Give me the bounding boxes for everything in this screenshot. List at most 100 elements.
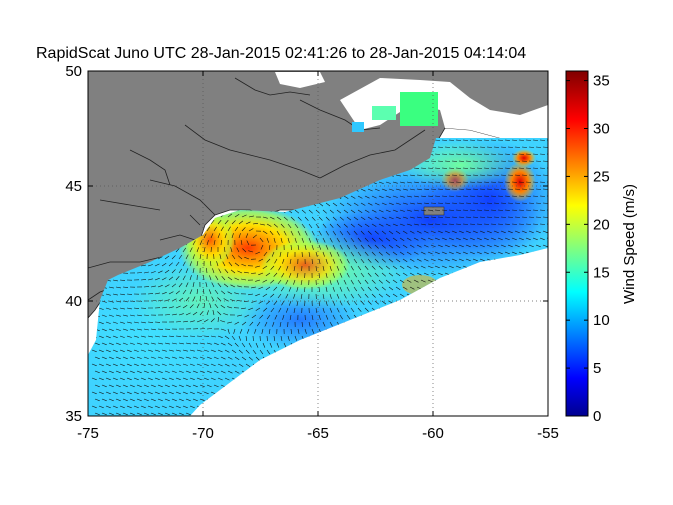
wind-vector xyxy=(244,256,250,260)
wind-vector xyxy=(192,356,198,359)
wind-vector xyxy=(119,279,126,281)
wind-vector xyxy=(283,216,288,221)
wind-vector xyxy=(486,244,492,248)
wind-vector xyxy=(490,153,497,155)
wind-vector xyxy=(518,181,525,183)
wind-vector xyxy=(164,255,170,260)
wind-vector xyxy=(157,256,163,260)
wind-vector xyxy=(136,370,142,374)
wind-vector xyxy=(258,286,264,290)
x-tick-label: -55 xyxy=(537,425,559,442)
wind-vector xyxy=(238,233,241,239)
wind-vector xyxy=(448,195,455,197)
wind-vector xyxy=(244,271,250,274)
wind-vector xyxy=(129,328,135,331)
wind-vector xyxy=(126,377,132,381)
wind-vector xyxy=(196,319,202,323)
wind-vector xyxy=(182,261,186,267)
wind-vector xyxy=(294,209,300,214)
wind-vector xyxy=(129,398,135,402)
wind-vector xyxy=(462,223,469,225)
wind-vector xyxy=(315,265,317,272)
wind-vector xyxy=(269,230,274,236)
wind-vector xyxy=(409,202,415,205)
wind-vector xyxy=(129,412,135,416)
wind-vector xyxy=(381,188,387,191)
wind-vector xyxy=(451,174,458,176)
wind-vector xyxy=(511,237,517,241)
wind-vector xyxy=(233,328,236,334)
wind-vector xyxy=(203,363,209,366)
wind-vector xyxy=(479,230,485,234)
wind-vector xyxy=(542,202,548,204)
wind-vector xyxy=(203,319,209,323)
wind-vector xyxy=(136,398,142,402)
wind-vector xyxy=(472,160,479,162)
wind-vector xyxy=(244,314,250,318)
wind-vector xyxy=(286,307,289,313)
wind-vector xyxy=(206,356,212,359)
wind-vector xyxy=(136,412,142,416)
wind-vector xyxy=(325,244,329,250)
wind-vector xyxy=(409,272,415,276)
wind-vector xyxy=(115,398,121,402)
wind-vector xyxy=(241,356,247,361)
wind-vector xyxy=(196,363,202,366)
wind-vector xyxy=(525,209,532,211)
wind-vector xyxy=(346,216,352,221)
wind-vector xyxy=(514,244,520,248)
wind-vector xyxy=(364,237,369,242)
wind-vector xyxy=(451,146,458,148)
wind-vector xyxy=(150,328,156,331)
wind-vector xyxy=(378,293,383,298)
wind-vector xyxy=(371,195,377,199)
wind-vector xyxy=(182,363,188,366)
wind-vector xyxy=(126,335,132,338)
wind-vector xyxy=(294,237,297,243)
wind-vector xyxy=(143,286,150,288)
wind-vector xyxy=(395,272,401,277)
wind-vector xyxy=(332,300,336,306)
wind-vector xyxy=(129,342,135,345)
wind-vector xyxy=(483,223,490,225)
wind-vector xyxy=(542,188,548,190)
wind-vector xyxy=(490,181,497,183)
wind-vector xyxy=(108,356,114,360)
wind-vector xyxy=(147,405,153,409)
wind-vector xyxy=(378,223,384,227)
wind-vector xyxy=(308,321,311,327)
wind-vector xyxy=(385,293,391,298)
wind-vector xyxy=(210,349,216,352)
wind-vector xyxy=(133,377,139,381)
wind-vector xyxy=(119,363,125,367)
wind-vector xyxy=(294,223,299,229)
wind-vector xyxy=(402,286,408,290)
wind-vector xyxy=(157,328,164,330)
wind-vector xyxy=(161,263,167,267)
wind-vector xyxy=(500,216,507,218)
wind-vector xyxy=(277,293,282,299)
wind-vector xyxy=(507,188,514,190)
wind-vector xyxy=(465,146,472,148)
wind-vector xyxy=(157,270,163,274)
wind-vector xyxy=(514,160,521,162)
wind-vector xyxy=(514,174,521,176)
colorbar-tick-label: 35 xyxy=(593,73,610,90)
wind-vector xyxy=(437,202,444,204)
wind-vector xyxy=(367,230,372,235)
wind-vector xyxy=(220,370,226,374)
wind-vector xyxy=(448,251,454,255)
wind-vector xyxy=(472,258,478,262)
wind-vector xyxy=(140,391,146,395)
wind-vector xyxy=(182,275,186,281)
wind-vector xyxy=(413,279,419,283)
wind-vector xyxy=(248,215,254,218)
wind-vector xyxy=(458,160,465,162)
wind-vector xyxy=(539,181,546,183)
wind-vector xyxy=(444,258,450,262)
wind-vector xyxy=(493,188,500,190)
wind-vector xyxy=(455,195,462,197)
wind-vector xyxy=(98,335,104,339)
wind-vector xyxy=(367,258,372,263)
